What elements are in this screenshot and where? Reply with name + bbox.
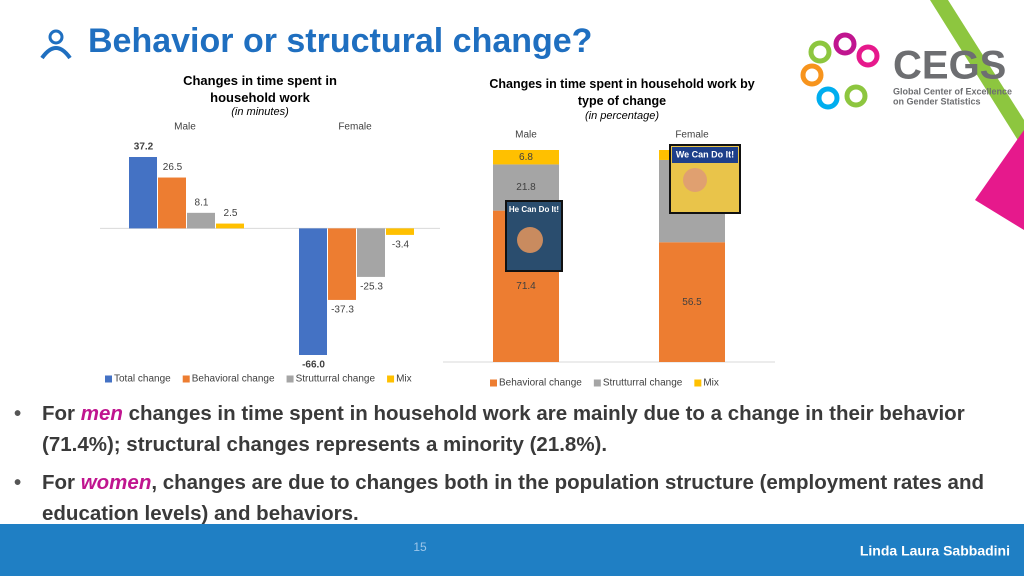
logo-text: Global Center of Excellence [893,86,1012,96]
bar [328,228,356,300]
legend-label: Mix [396,374,412,385]
logo-text: on Gender Statistics [893,96,981,106]
decor [975,130,1024,230]
category-label: Female [675,130,709,141]
bullet-text: changes in time spent in household work … [42,402,965,456]
bar [216,223,244,229]
chart-subtitle: (in minutes) [231,106,289,118]
legend-label: Behavioral change [499,378,582,389]
legend-swatch [182,375,190,383]
legend-swatch [593,379,601,387]
logo-mark [800,32,880,110]
data-label: 2.5 [224,208,238,219]
data-label: 37.2 [134,142,154,153]
legend-swatch [490,379,497,387]
legend-label: Total change [114,374,171,385]
bullet-text: For [42,402,81,425]
data-label: -3.4 [392,240,410,251]
data-label: -37.3 [331,305,354,316]
data-label: 71.4 [516,281,536,292]
footer-author: Linda Laura Sabbadini [860,543,1010,559]
legend-swatch [387,375,395,383]
poster: We Can Do It! [669,144,741,214]
legend-label: Strutturral change [603,378,683,389]
poster: He Can Do It! [505,200,563,272]
bar-segment [659,242,725,362]
person-icon [40,29,72,60]
legend-swatch [105,375,112,383]
poster-caption: He Can Do It! [509,205,559,214]
chart-title: Changes in time spent in household work [183,73,337,105]
bar [357,228,385,277]
legend-swatch [286,375,294,383]
category-label: Female [338,122,372,133]
data-label: 56.5 [682,297,702,308]
bullet: For women, changes are due to changes bo… [14,467,992,529]
bullet-emphasis: men [80,402,123,425]
data-label: 8.1 [195,197,209,208]
chart-subtitle: (in percentage) [585,110,659,122]
bullet-text: For [42,471,81,494]
bar [299,228,327,355]
logo-name: CEGS [893,44,1006,88]
bullet: For men changes in time spent in househo… [14,398,992,460]
legend-label: Strutturral change [296,374,376,385]
data-label: 6.8 [519,152,533,163]
legend-swatch [694,379,702,387]
category-label: Male [174,122,196,133]
data-label: 26.5 [163,162,183,173]
bullet-text: , changes are due to changes both in the… [42,471,984,525]
decor [930,0,1024,150]
data-label: 21.8 [516,182,536,193]
bar-segment [493,150,559,165]
slide-title: Behavior or structural change? [88,22,593,60]
poster-caption: We Can Do It! [676,149,734,159]
bullet-list: For men changes in time spent in househo… [14,398,992,536]
bar [158,177,186,229]
bar [187,212,215,229]
footer-bar [0,524,1024,576]
legend-label: Behavioral change [192,374,275,385]
chart-title: Changes in time spent in household work … [489,77,755,108]
bar [129,157,157,229]
data-label: -66.0 [302,360,325,371]
page-number: 15 [413,540,427,554]
bullet-emphasis: women [80,471,152,494]
data-label: -25.3 [360,282,383,293]
legend-label: Mix [703,378,719,389]
bar [386,228,414,235]
category-label: Male [515,130,537,141]
